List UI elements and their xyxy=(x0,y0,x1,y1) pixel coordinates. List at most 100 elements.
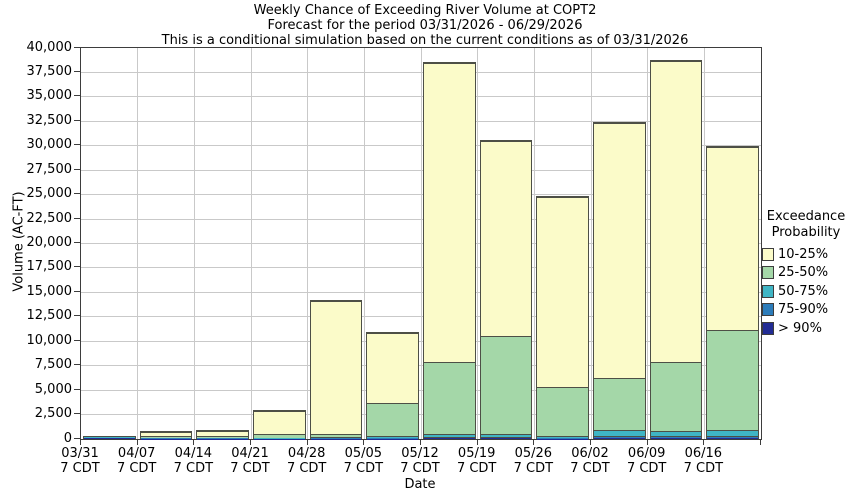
bar-segment xyxy=(140,432,192,437)
y-tick-label: 5,000 xyxy=(34,381,72,397)
y-tick xyxy=(74,193,80,195)
bar xyxy=(196,430,249,439)
x-tick xyxy=(476,440,478,445)
bar-segment xyxy=(650,430,702,436)
x-tick-label: 04/21 7 CDT xyxy=(220,446,280,476)
bar-segment xyxy=(140,436,192,439)
x-tick-label: 05/19 7 CDT xyxy=(447,446,507,476)
plot-area xyxy=(80,47,762,440)
v-gridline xyxy=(703,48,705,439)
x-tick-date: 05/05 xyxy=(344,446,383,461)
x-tick-time: 7 CDT xyxy=(60,461,100,476)
legend-entry: > 90% xyxy=(762,319,850,338)
x-tick-date: 04/07 xyxy=(117,446,156,461)
x-tick-label: 04/07 7 CDT xyxy=(107,446,167,476)
bar-segment xyxy=(310,436,362,439)
x-tick-date: 05/26 xyxy=(514,446,553,461)
bar-segment xyxy=(480,436,532,439)
legend-swatch xyxy=(762,284,774,298)
y-tick-label: 12,500 xyxy=(26,308,73,324)
bar-segment xyxy=(310,433,362,437)
bar xyxy=(253,409,306,439)
y-tick-label: 32,500 xyxy=(26,112,73,128)
y-tick-label: 17,500 xyxy=(26,259,73,275)
x-tick xyxy=(250,440,251,445)
x-tick-date: 04/14 xyxy=(174,446,213,461)
legend-entry: 75-90% xyxy=(762,301,850,320)
bar xyxy=(593,122,646,439)
x-axis-title: Date xyxy=(404,477,436,492)
x-tick-label: 05/05 7 CDT xyxy=(333,446,393,476)
legend-label: 25-50% xyxy=(778,265,829,281)
x-tick xyxy=(533,440,535,445)
y-tick xyxy=(74,144,80,146)
y-tick xyxy=(74,70,80,72)
bar xyxy=(83,435,136,439)
bar-segment xyxy=(424,434,475,437)
y-tick xyxy=(74,339,80,341)
y-tick xyxy=(74,364,80,366)
bar xyxy=(309,300,363,439)
bar-segment xyxy=(707,330,758,431)
y-tick xyxy=(74,315,80,317)
bar xyxy=(536,195,589,439)
bar-segment xyxy=(367,438,418,439)
bar-segment xyxy=(594,435,645,439)
bar-segment xyxy=(707,146,758,331)
title-block: Weekly Chance of Exceeding River Volume … xyxy=(0,3,850,48)
y-tick-label: 10,000 xyxy=(26,332,73,348)
legend-swatch xyxy=(762,303,774,317)
y-tick xyxy=(74,388,80,390)
x-tick xyxy=(136,440,138,445)
legend-swatch xyxy=(762,321,774,335)
bar-segment xyxy=(707,438,758,439)
x-tick-date: 05/19 xyxy=(457,446,496,461)
bar-segment xyxy=(650,60,702,362)
v-gridline xyxy=(477,48,479,439)
y-tick xyxy=(74,95,80,97)
bar-segment xyxy=(480,336,532,435)
y-tick xyxy=(74,413,80,415)
bar-segment xyxy=(537,386,588,436)
x-tick-label: 06/09 7 CDT xyxy=(617,446,677,476)
y-tick-label: 30,000 xyxy=(26,137,73,153)
legend-swatch xyxy=(762,247,774,261)
bar-segment xyxy=(367,435,418,439)
x-tick-date: 04/21 xyxy=(231,446,269,461)
y-tick-label: 22,500 xyxy=(26,210,73,226)
bar-segment xyxy=(310,301,362,434)
y-tick xyxy=(74,290,80,292)
bar-segment xyxy=(594,438,645,439)
bar-segment xyxy=(254,434,305,438)
x-tick xyxy=(590,440,591,445)
x-tick-time: 7 CDT xyxy=(626,461,667,476)
v-gridline xyxy=(420,48,422,439)
bar-segment xyxy=(707,435,758,439)
bar-segment xyxy=(650,438,702,439)
bar-segment xyxy=(650,361,702,431)
legend-swatch xyxy=(762,266,774,280)
y-tick xyxy=(74,266,80,268)
bar-segment xyxy=(594,430,645,436)
bar-segment xyxy=(537,437,588,439)
x-tick-time: 7 CDT xyxy=(400,461,440,476)
bar xyxy=(479,139,533,439)
x-tick xyxy=(420,440,421,445)
y-tick-label: 15,000 xyxy=(26,283,73,299)
bar-segment xyxy=(254,410,305,435)
y-tick-label: 35,000 xyxy=(26,88,73,104)
x-tick-time: 7 CDT xyxy=(343,461,384,476)
legend-entries: 10-25% 25-50% 50-75% 75-90% > 90% xyxy=(762,245,850,338)
bar xyxy=(649,59,703,439)
bar-segment xyxy=(197,436,248,439)
bar-segment xyxy=(480,438,532,439)
x-tick-time: 7 CDT xyxy=(286,461,327,476)
x-tick xyxy=(306,440,308,445)
chart-subtitle-conditions: This is a conditional simulation based o… xyxy=(161,33,689,48)
bar-segment xyxy=(480,434,532,437)
bar-segment xyxy=(84,438,135,439)
x-tick xyxy=(703,440,705,445)
legend-entry: 25-50% xyxy=(762,264,850,283)
bar-segment xyxy=(367,402,418,436)
x-tick-label: 06/02 7 CDT xyxy=(560,446,620,476)
